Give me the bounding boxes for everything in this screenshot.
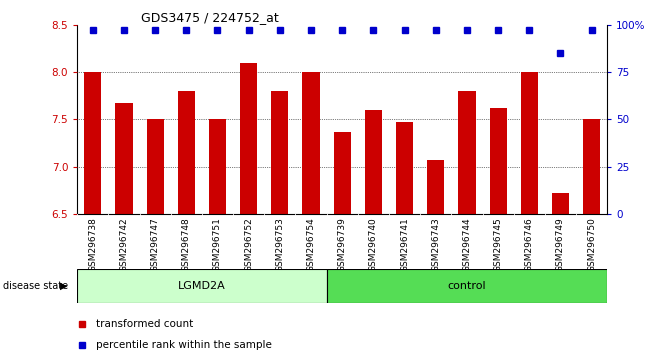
Bar [77,269,327,303]
Bar [427,160,444,214]
Text: GSM296747: GSM296747 [150,217,160,272]
Bar [271,91,289,214]
Bar [303,72,319,214]
Bar [365,110,382,214]
Text: GSM296740: GSM296740 [369,217,378,272]
Bar [327,269,607,303]
Text: GSM296742: GSM296742 [119,217,128,272]
Text: ▶: ▶ [60,281,68,291]
Text: GSM296753: GSM296753 [275,217,285,272]
Bar [490,108,507,214]
Bar [458,91,476,214]
Bar [146,119,164,214]
Text: GDS3475 / 224752_at: GDS3475 / 224752_at [141,11,278,24]
Text: GSM296754: GSM296754 [307,217,315,272]
Text: percentile rank within the sample: percentile rank within the sample [96,341,272,350]
Text: GSM296743: GSM296743 [431,217,440,272]
Text: GSM296745: GSM296745 [494,217,503,272]
Text: GSM296750: GSM296750 [587,217,596,272]
Text: GSM296746: GSM296746 [525,217,534,272]
Bar [333,132,351,214]
Bar [178,91,195,214]
Text: GSM296744: GSM296744 [462,217,472,272]
Bar [521,72,538,214]
Text: LGMD2A: LGMD2A [178,281,225,291]
Text: GSM296752: GSM296752 [244,217,253,272]
Text: GSM296739: GSM296739 [338,217,347,272]
Bar [552,193,569,214]
Text: GSM296748: GSM296748 [182,217,191,272]
Text: GSM296741: GSM296741 [400,217,409,272]
Text: disease state: disease state [3,281,68,291]
Text: transformed count: transformed count [96,319,193,329]
Text: GSM296751: GSM296751 [213,217,222,272]
Bar [396,122,413,214]
Bar [209,119,226,214]
Text: GSM296738: GSM296738 [89,217,97,272]
Text: GSM296749: GSM296749 [556,217,565,272]
Bar [115,103,132,214]
Bar [583,119,601,214]
Bar [240,63,257,214]
Text: control: control [448,281,486,291]
Bar [84,72,101,214]
